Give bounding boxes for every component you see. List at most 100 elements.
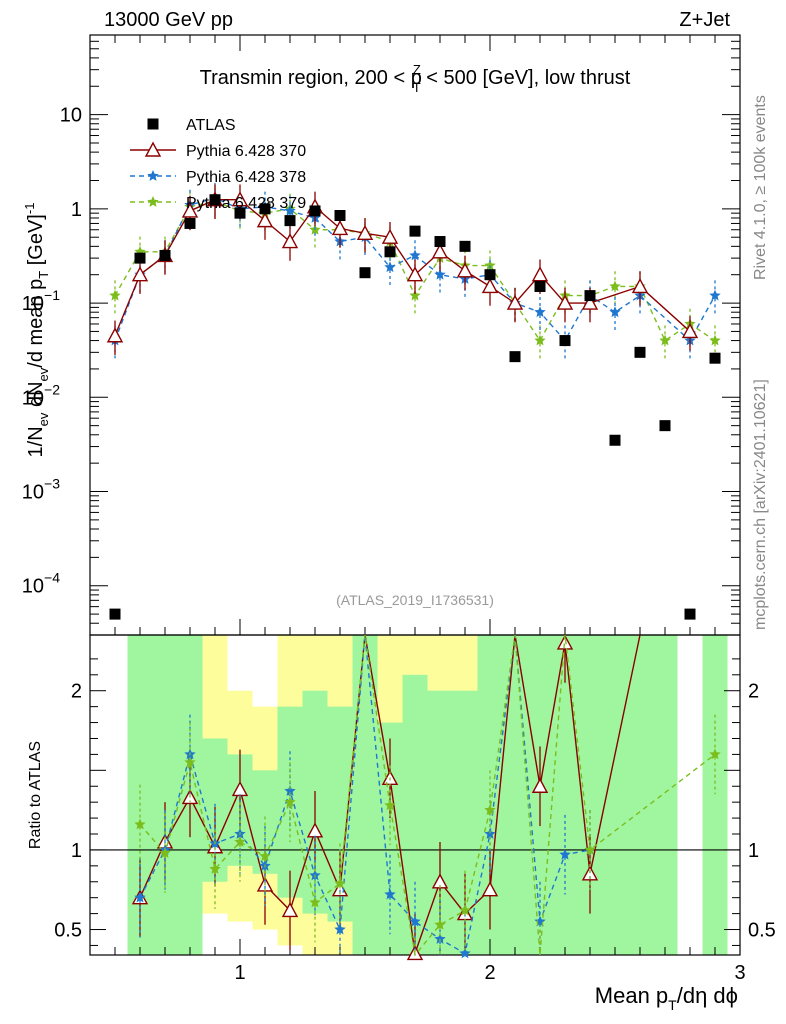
data-point: [359, 267, 371, 279]
y-tick-label: 1: [71, 199, 82, 221]
ratio-point: [134, 891, 146, 903]
x-tick-label: 1: [234, 962, 245, 984]
data-point: [431, 243, 449, 259]
data-point: [259, 203, 271, 215]
ratio-point: [334, 923, 346, 935]
ratio-point: [134, 818, 146, 830]
data-point: [684, 608, 696, 620]
data-point: [531, 266, 549, 282]
ratio-tick-label-right: 2: [748, 681, 759, 703]
data-point: [409, 225, 421, 237]
legend-marker: [147, 170, 159, 181]
data-point: [356, 224, 374, 241]
data-point: [484, 259, 496, 271]
data-point: [659, 334, 671, 346]
green-band-16: [627, 635, 678, 955]
data-point: [409, 249, 421, 261]
ratio-point: [484, 828, 496, 839]
legend-marker: [144, 141, 162, 157]
green-band-15: [502, 635, 628, 955]
ratio-point: [459, 904, 471, 916]
data-point: [334, 209, 346, 221]
legend-label: Pythia 6.428 378: [186, 169, 306, 186]
ratio-point: [284, 796, 296, 807]
data-point: [609, 434, 621, 446]
data-point: [534, 280, 546, 292]
data-point: [681, 322, 699, 339]
ratio-line-0: [139, 634, 641, 954]
analysis-id: (ATLAS_2019_I1736531): [336, 592, 494, 608]
green-band-1: [152, 635, 178, 955]
data-point: [159, 249, 171, 261]
ratio-series-layer: [131, 634, 721, 961]
data-point: [534, 334, 546, 346]
data-point: [456, 262, 474, 278]
data-point: [484, 269, 496, 281]
data-point: [284, 204, 296, 216]
header-process: Z+Jet: [679, 9, 730, 31]
header-energy: 13000 GeV pp: [104, 9, 233, 31]
ratio-point: [184, 756, 196, 768]
ratio-point: [581, 865, 599, 881]
ratio-point: [409, 915, 421, 927]
legend-marker: [147, 196, 159, 207]
ratio-point: [481, 881, 499, 897]
x-axis-label: Mean pT/dη dϕ: [595, 983, 738, 1013]
y-tick-label: 10−4: [22, 570, 60, 598]
data-point: [181, 202, 199, 218]
legend-label: Pythia 6.428 379: [186, 195, 306, 212]
data-point: [581, 294, 599, 310]
mcplots-credit-text: mcplots.cern.ch [arXiv:2401.10621]: [752, 379, 769, 630]
ratio-uncertainty-bands: [127, 635, 728, 955]
ratio-point: [434, 918, 446, 930]
ratio-point: [559, 848, 571, 860]
data-point: [709, 289, 721, 301]
legend-label: ATLAS: [186, 117, 236, 134]
data-point: [556, 294, 574, 310]
ratio-point: [309, 896, 321, 908]
ratio-point: [531, 777, 549, 793]
data-point: [459, 240, 471, 252]
ratio-tick-label: 2: [71, 681, 82, 703]
ratio-tick-label-right: 1: [748, 840, 759, 862]
ratio-point: [434, 933, 446, 944]
legend-label: Pythia 6.428 370: [186, 143, 306, 160]
data-point: [709, 352, 721, 364]
data-point: [231, 191, 249, 207]
chart-title: Transmin region, 200 < pZ T < 500 [GeV], …: [200, 62, 631, 95]
ratio-tick-label: 1: [71, 840, 82, 862]
data-point: [434, 236, 446, 248]
ratio-point: [584, 843, 596, 855]
data-point: [481, 278, 499, 294]
data-point: [106, 327, 124, 343]
data-point: [406, 266, 424, 282]
data-point: [209, 194, 221, 206]
ratio-point: [234, 836, 246, 847]
data-point: [559, 335, 571, 347]
data-point: [134, 252, 146, 264]
ratio-line-2: [139, 634, 716, 957]
data-point: [709, 334, 721, 346]
series-line-2: [114, 197, 716, 342]
ratio-point: [334, 877, 346, 889]
ratio-point: [384, 799, 396, 811]
data-point: [256, 212, 274, 228]
ratio-point: [709, 748, 721, 760]
data-point: [109, 608, 121, 620]
main-series-layer: [106, 182, 721, 620]
data-point: [609, 306, 621, 318]
ratio-axis-label: Ratio to ATLAS: [27, 741, 44, 849]
data-point: [331, 219, 349, 236]
rivet-version-text: Rivet 4.1.0, ≥ 100k events: [752, 95, 769, 280]
data-point: [609, 280, 621, 292]
ratio-point: [281, 901, 299, 918]
ratio-tick-label: 0.5: [54, 920, 82, 942]
legend: ATLAS Pythia 6.428 370 Pythia 6.428 378 Pyt…: [130, 117, 306, 212]
ratio-point: [159, 847, 171, 858]
y-axis-label: 1/Nev dNev/d mean pT [GeV]-1: [22, 203, 51, 458]
tick-labels: 1 2 3 10 1 10−1 10−2 10−3 10−4 2 2 1 1 0.5 0.5: [22, 105, 776, 984]
ratio-point: [209, 863, 221, 874]
data-point: [309, 205, 321, 217]
ratio-point: [284, 785, 296, 796]
green-band-17: [702, 635, 728, 955]
